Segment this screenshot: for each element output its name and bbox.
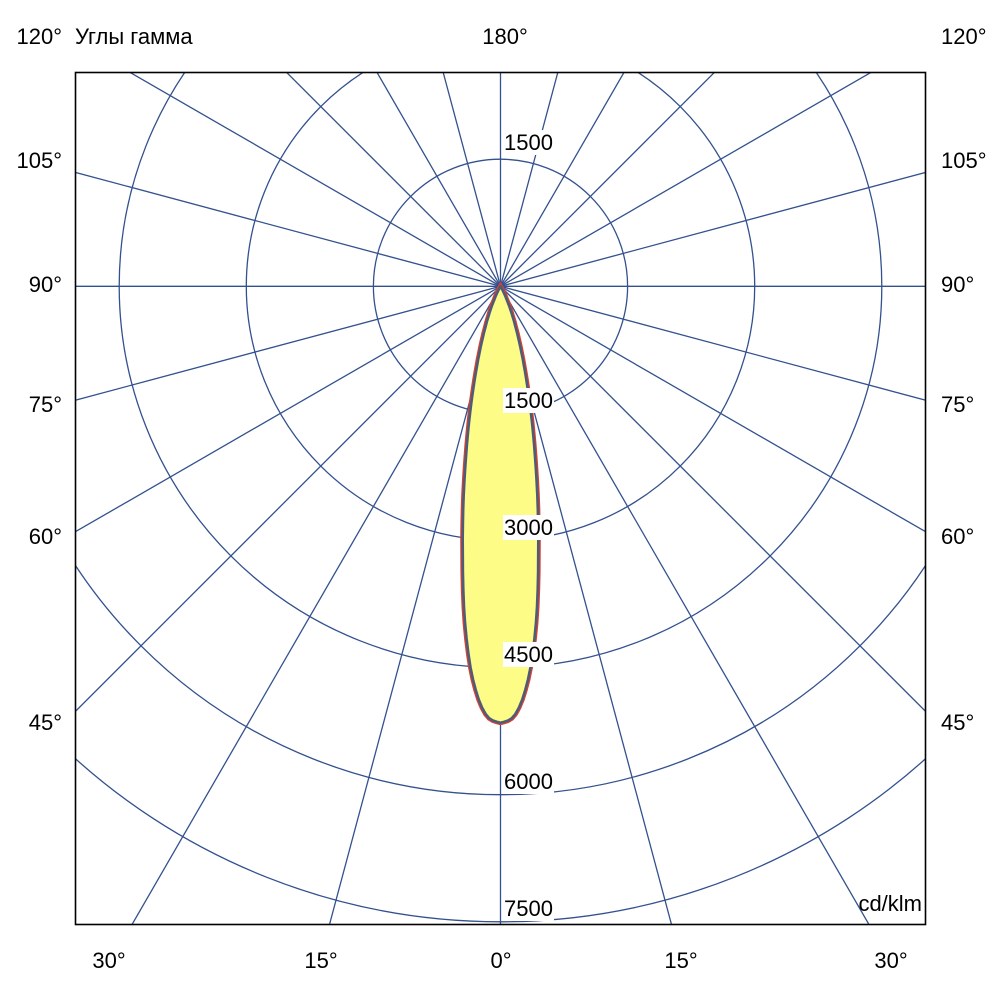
right-axis-label-75: 75°	[941, 392, 975, 417]
gamma-line-150-right	[499, 72, 625, 287]
gamma-line-30-left	[131, 285, 502, 925]
gamma-line-105-right	[500, 171, 926, 287]
left-axis-label-60: 60°	[28, 524, 62, 549]
right-axis-label-105: 105°	[941, 148, 987, 173]
unit-label: cd/klm	[858, 891, 922, 916]
gamma-line-135-left	[285, 72, 501, 287]
gamma-line-45-left	[75, 285, 501, 713]
gamma-line-120-left	[128, 72, 501, 287]
gamma-axis-label-120-top-left: 120°	[16, 24, 62, 49]
gamma-line-30-right	[499, 285, 870, 925]
left-axis-label-105: 105°	[16, 148, 62, 173]
ring-label-3000: 3000	[503, 515, 554, 540]
gamma-line-60-right	[500, 285, 926, 533]
ring-label-1500-top: 1500	[503, 130, 554, 155]
plot-frame	[74, 71, 927, 926]
right-axis-label-90: 90°	[941, 272, 975, 297]
gamma-line-120-right	[500, 72, 873, 287]
gamma-line-150-left	[376, 72, 502, 287]
ring-label-4500: 4500	[503, 642, 554, 667]
chart-title: Углы гамма	[75, 24, 193, 49]
bottom-axis-label-30-right: 30°	[874, 948, 908, 973]
gamma-line-15-left	[328, 286, 502, 925]
gamma-line-15-right	[499, 286, 673, 925]
ring-label-6000: 6000	[503, 769, 554, 794]
gamma-line-135-right	[500, 72, 716, 287]
gamma-line-45-right	[500, 285, 926, 713]
left-axis-label-45: 45°	[28, 710, 62, 735]
bottom-axis-label-15-left: 15°	[304, 948, 338, 973]
gamma-axis-label-120-top-right: 120°	[941, 24, 987, 49]
left-axis-label-90: 90°	[28, 272, 62, 297]
left-axis-label-75: 75°	[28, 392, 62, 417]
gamma-line-75-left	[75, 285, 501, 401]
gamma-axis-label-180: 180°	[482, 24, 528, 49]
bottom-axis-label-15-right: 15°	[664, 948, 698, 973]
right-axis-label-45: 45°	[941, 710, 975, 735]
right-axis-label-60: 60°	[941, 524, 975, 549]
ring-label-7500: 7500	[503, 896, 554, 921]
bottom-axis-label-0: 0°	[490, 948, 512, 973]
ring-label-1500: 1500	[503, 388, 554, 413]
gamma-line-165-right	[499, 72, 559, 287]
gamma-line-165-left	[442, 72, 502, 287]
gamma-line-75-right	[500, 285, 926, 401]
bottom-axis-label-30-left: 30°	[92, 948, 126, 973]
gamma-line-60-left	[75, 285, 501, 533]
gamma-line-105-left	[75, 171, 501, 287]
